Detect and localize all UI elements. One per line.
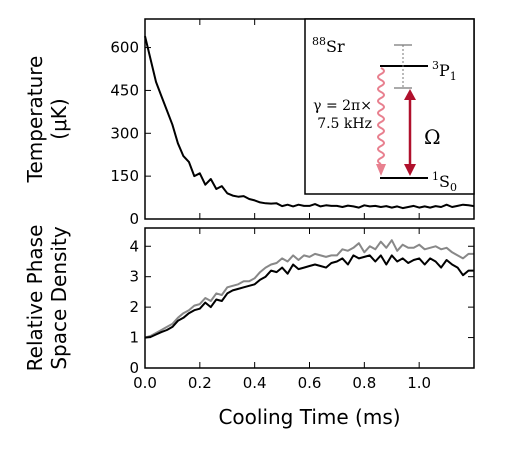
inset-frame: [304, 18, 475, 195]
x-tick-label: 0.8: [352, 374, 376, 392]
x-tick-label: 0.4: [243, 374, 267, 392]
upper-level-label: 3P1: [432, 59, 457, 83]
decay-rate-line-2: 7.5 kHz: [317, 116, 372, 132]
isotope-mass: 88: [312, 35, 326, 48]
y-axis-label-line-0: Temperature: [23, 56, 47, 184]
y-tick-label: 0: [129, 359, 139, 377]
lower-level-label-main: S: [439, 172, 450, 191]
y-axis-label-line-0: Relative Phase: [23, 225, 47, 372]
lower-level-label-sub: 0: [450, 181, 457, 194]
y-axis-label-line-1: (μK): [47, 98, 71, 139]
decay-arrowhead: [376, 164, 386, 176]
rabi-frequency-label: Ω: [424, 125, 441, 149]
isotope-symbol: Sr: [326, 37, 345, 56]
drive-arrowhead-up: [404, 89, 416, 100]
upper-level-label-main: P: [439, 61, 450, 80]
y-tick-label: 4: [129, 237, 139, 255]
lower-level-label-sup: 1: [432, 170, 439, 183]
y-tick-label: 450: [110, 81, 139, 99]
y-tick-label: 0: [129, 210, 139, 228]
y-axis-label-line-1: Space Density: [47, 226, 71, 370]
decay-rate-line-1: γ = 2π×: [313, 98, 372, 114]
y-tick-label: 300: [110, 124, 139, 142]
temperature-panel: 0 150 300 450 600 Temperature (μK): [23, 18, 475, 228]
y-tick-label: 3: [129, 268, 139, 286]
y-tick-label: 1: [129, 329, 139, 347]
x-tick-label: 0.6: [298, 374, 322, 392]
series-line-0: [144, 35, 475, 210]
upper-level-label-sup: 3: [432, 59, 439, 72]
upper-level-label-sub: 1: [450, 70, 457, 83]
x-axis-label: Cooling Time (ms): [218, 405, 400, 429]
decay-wavy-line: [377, 67, 385, 165]
drive-arrowhead-down: [404, 164, 416, 176]
y-tick-label: 150: [110, 167, 139, 185]
x-tick-label: 0.0: [133, 374, 157, 392]
isotope-label: 88Sr: [312, 35, 345, 56]
phase-space-density-panel: 0 1 2 3 4 Relative Phase Space Density 0.0 0.2 0.…: [23, 225, 475, 429]
series-line-0: [144, 239, 474, 339]
y-tick-label: 600: [110, 39, 139, 57]
lower-level-label: 1S0: [432, 170, 457, 194]
y-tick-label: 2: [129, 298, 139, 316]
series-line-1: [144, 254, 474, 339]
x-tick-label: 1.0: [407, 374, 431, 392]
x-tick-label: 0.2: [188, 374, 212, 392]
